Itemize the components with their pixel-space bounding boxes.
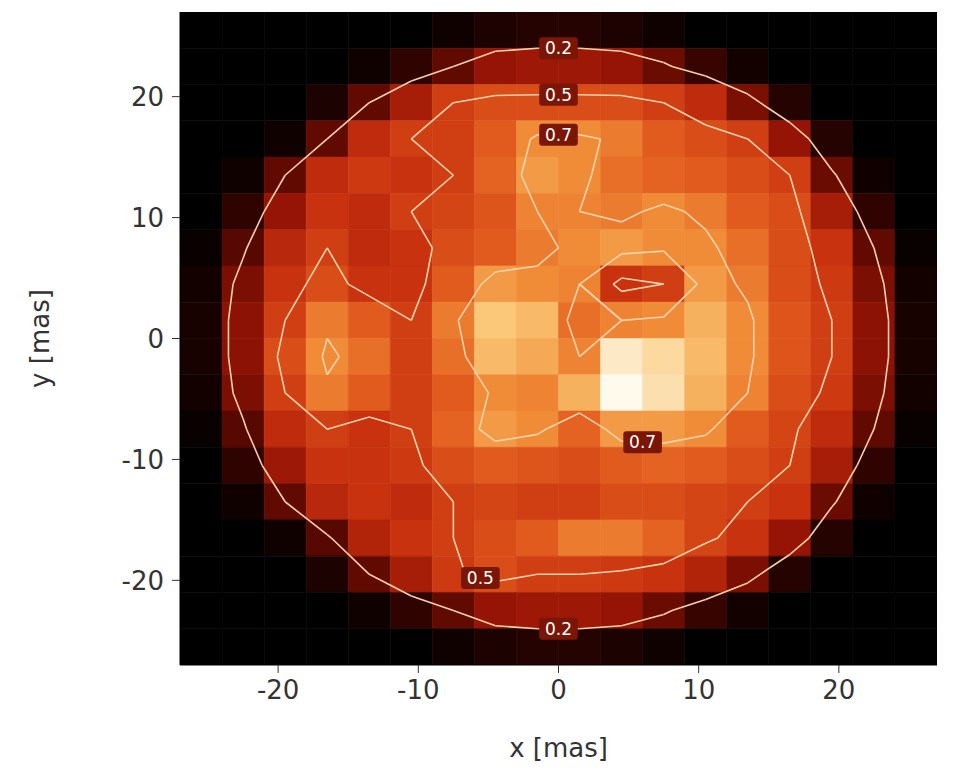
svg-text:-20: -20 (122, 566, 164, 596)
svg-text:0.2: 0.2 (545, 619, 572, 639)
svg-text:0.5: 0.5 (545, 85, 572, 105)
svg-text:10: 10 (682, 675, 715, 705)
svg-text:-20: -20 (257, 675, 299, 705)
svg-text:-10: -10 (122, 445, 164, 475)
svg-text:0.7: 0.7 (629, 432, 656, 452)
svg-text:0.5: 0.5 (467, 568, 494, 588)
svg-text:20: 20 (131, 82, 164, 112)
svg-text:0.2: 0.2 (545, 38, 572, 58)
svg-text:10: 10 (131, 203, 164, 233)
svg-text:0.7: 0.7 (545, 125, 572, 145)
svg-text:20: 20 (822, 675, 855, 705)
svg-text:0: 0 (147, 324, 164, 354)
svg-text:y [mas]: y [mas] (25, 289, 55, 388)
svg-text:x [mas]: x [mas] (509, 733, 608, 763)
svg-text:-10: -10 (397, 675, 439, 705)
svg-text:0: 0 (550, 675, 567, 705)
